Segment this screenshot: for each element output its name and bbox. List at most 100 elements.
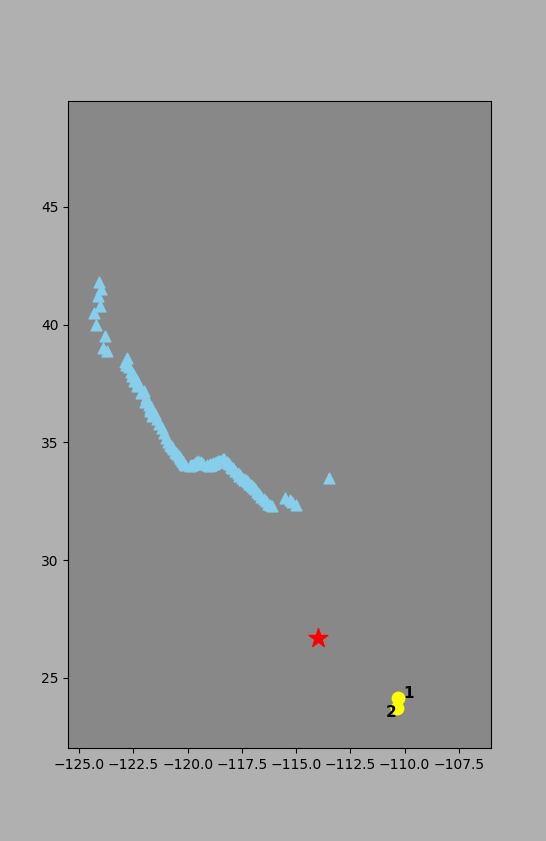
Point bbox=[167, 439, 175, 452]
Point bbox=[190, 457, 199, 470]
Point bbox=[227, 460, 235, 473]
Point bbox=[243, 474, 252, 488]
Point bbox=[213, 454, 222, 468]
Point bbox=[216, 454, 224, 468]
Point bbox=[218, 453, 227, 467]
Point bbox=[196, 456, 205, 469]
Point bbox=[180, 457, 189, 470]
Point bbox=[142, 391, 151, 405]
Point bbox=[198, 457, 207, 470]
Point bbox=[253, 485, 262, 499]
Point bbox=[292, 498, 300, 511]
Point bbox=[173, 447, 181, 461]
Point bbox=[124, 360, 133, 373]
Point bbox=[245, 477, 254, 490]
Point bbox=[266, 498, 275, 511]
Point bbox=[235, 468, 244, 482]
Point bbox=[240, 472, 248, 485]
Point bbox=[240, 473, 249, 486]
Point bbox=[211, 456, 220, 469]
Point bbox=[144, 398, 153, 411]
Point bbox=[222, 456, 231, 469]
Point bbox=[262, 495, 270, 508]
Point bbox=[238, 471, 246, 484]
Point bbox=[151, 407, 159, 420]
Point bbox=[250, 482, 258, 495]
Point bbox=[168, 441, 177, 454]
Point bbox=[229, 462, 238, 475]
Point bbox=[220, 452, 229, 466]
Point bbox=[231, 464, 240, 478]
Point bbox=[131, 372, 140, 385]
Point bbox=[287, 495, 296, 509]
Point bbox=[281, 491, 289, 505]
Point bbox=[103, 344, 112, 357]
Point bbox=[207, 458, 216, 472]
Point bbox=[186, 459, 194, 473]
Point bbox=[176, 451, 185, 464]
Point bbox=[223, 457, 232, 470]
Point bbox=[179, 456, 188, 469]
Point bbox=[181, 458, 190, 472]
Point bbox=[205, 459, 213, 473]
Text: 1: 1 bbox=[403, 686, 414, 701]
Point bbox=[209, 457, 218, 470]
Point bbox=[195, 457, 204, 470]
Point bbox=[133, 377, 142, 390]
Point bbox=[187, 458, 195, 472]
Point bbox=[94, 276, 103, 289]
Point bbox=[101, 330, 110, 343]
Point bbox=[127, 365, 135, 378]
Point bbox=[247, 479, 256, 493]
Point bbox=[149, 405, 157, 419]
Point bbox=[268, 500, 277, 513]
Point bbox=[233, 466, 242, 479]
Point bbox=[188, 458, 197, 472]
Point bbox=[157, 421, 166, 435]
Point bbox=[146, 404, 155, 417]
Point bbox=[178, 454, 187, 468]
Point bbox=[171, 447, 180, 460]
Point bbox=[153, 412, 162, 426]
Point bbox=[177, 452, 186, 466]
Point bbox=[93, 289, 102, 303]
Point bbox=[251, 483, 259, 496]
Point bbox=[136, 386, 145, 399]
Text: 2: 2 bbox=[386, 705, 397, 720]
Point bbox=[140, 383, 149, 397]
Point bbox=[285, 494, 294, 507]
Point bbox=[147, 410, 156, 423]
Point bbox=[224, 457, 233, 470]
Point bbox=[175, 450, 183, 463]
Point bbox=[208, 457, 217, 470]
Point bbox=[264, 497, 272, 510]
Point bbox=[159, 426, 168, 440]
Point bbox=[145, 403, 154, 416]
Point bbox=[162, 431, 170, 444]
Point bbox=[393, 701, 401, 715]
Point bbox=[218, 452, 227, 466]
Point bbox=[324, 471, 333, 484]
Point bbox=[99, 341, 108, 355]
Point bbox=[155, 417, 164, 431]
Point bbox=[194, 454, 203, 468]
Point bbox=[129, 368, 138, 381]
Point bbox=[192, 456, 200, 469]
Point bbox=[394, 691, 402, 705]
Point bbox=[97, 283, 105, 296]
Point bbox=[255, 488, 264, 501]
Point bbox=[132, 379, 141, 393]
Point bbox=[203, 458, 211, 472]
Point bbox=[128, 370, 136, 383]
Point bbox=[141, 395, 150, 409]
Point bbox=[96, 299, 104, 313]
Point bbox=[120, 356, 129, 369]
Point bbox=[210, 456, 219, 469]
Point bbox=[121, 358, 130, 372]
Point bbox=[92, 318, 101, 331]
Point bbox=[248, 480, 257, 494]
Point bbox=[169, 442, 178, 456]
Point bbox=[143, 394, 152, 407]
Point bbox=[242, 473, 251, 487]
Point bbox=[257, 489, 266, 503]
